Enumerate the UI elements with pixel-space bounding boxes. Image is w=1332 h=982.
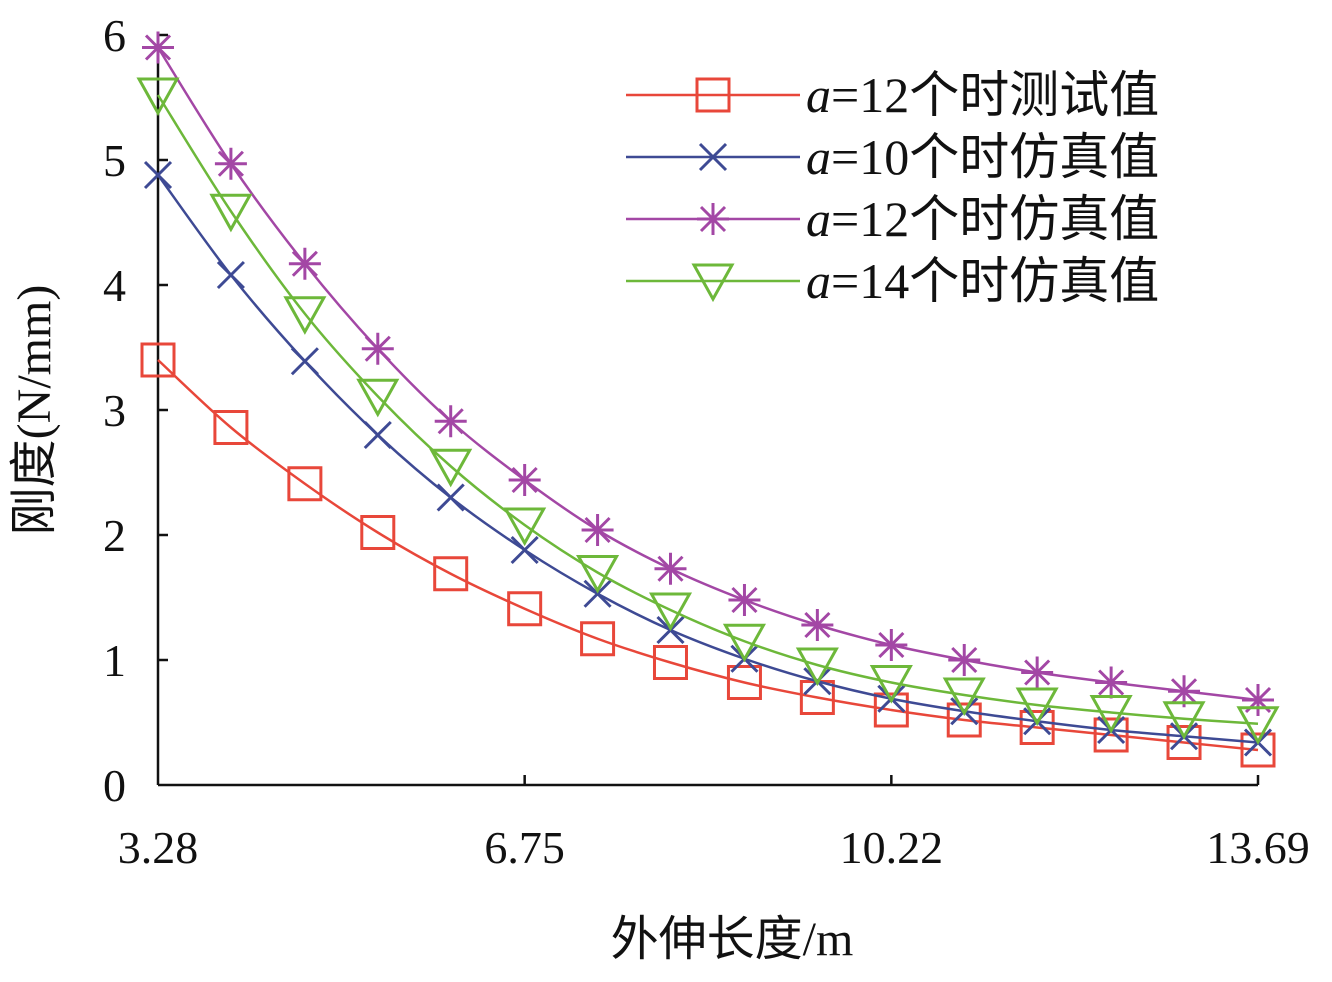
legend-variable: a	[806, 253, 831, 309]
data-point	[1015, 687, 1059, 727]
data-point	[434, 405, 467, 438]
legend-marker	[691, 263, 735, 303]
legend-entry: a=12个时测试值	[626, 67, 1159, 123]
x-tick-label: 10.22	[840, 822, 944, 873]
legend-marker	[698, 142, 728, 172]
data-point	[361, 332, 394, 365]
data-point	[576, 555, 620, 594]
y-tick-label: 4	[103, 260, 126, 311]
data-point	[1166, 725, 1202, 760]
y-axis-title: 刚度(N/mm)	[8, 285, 61, 536]
data-point	[875, 629, 908, 661]
data-point	[726, 665, 762, 700]
data-point	[360, 515, 396, 550]
data-point	[503, 507, 547, 547]
series-line	[157, 359, 1259, 752]
series-line	[156, 94, 1259, 725]
data-point	[214, 147, 247, 180]
legend-rest: =12个时测试值	[831, 67, 1159, 123]
legend-variable: a	[806, 67, 831, 123]
legend-rest: =14个时仿真值	[831, 253, 1159, 309]
data-point	[580, 621, 616, 657]
data-point	[436, 483, 465, 512]
data-point	[209, 193, 253, 233]
y-tick-label: 2	[103, 510, 126, 561]
data-point	[873, 692, 909, 728]
data-point	[583, 579, 612, 608]
data-point	[213, 410, 249, 445]
data-point	[728, 584, 761, 616]
legend-entry: a=12个时仿真值	[626, 191, 1159, 247]
legend-entry: a=14个时仿真值	[626, 253, 1159, 309]
data-point	[356, 378, 400, 418]
series-layer	[136, 31, 1280, 768]
data-point	[507, 591, 543, 627]
data-point	[429, 448, 473, 488]
y-tick-label: 1	[103, 635, 126, 686]
x-tick-label: 6.75	[484, 822, 565, 873]
series-2	[143, 160, 1273, 757]
data-point	[363, 420, 392, 450]
data-point	[290, 347, 319, 376]
data-point	[510, 535, 539, 565]
data-point	[801, 609, 834, 641]
y-tick-label: 0	[103, 760, 126, 811]
x-tick-label: 13.69	[1206, 822, 1310, 873]
legend-rest: =12个时仿真值	[831, 191, 1159, 247]
data-point	[287, 466, 323, 502]
axes: 0 1 2 3 4 5 6 3.28 6.75 10.22 13.69	[103, 10, 1310, 873]
legend-label: a=12个时测试值	[806, 67, 1159, 123]
legend-label: a=10个时仿真值	[806, 129, 1159, 185]
x-tick-label: 3.28	[118, 822, 199, 873]
data-point	[1021, 656, 1054, 689]
legend-marker	[695, 77, 731, 113]
series-4	[136, 77, 1280, 745]
data-point	[1093, 717, 1129, 753]
series-3	[142, 31, 1274, 716]
y-tick-label: 5	[103, 135, 126, 186]
legend-variable: a	[806, 129, 831, 185]
data-point	[1019, 710, 1055, 745]
legend-entry: a=10个时仿真值	[626, 129, 1159, 185]
data-point	[948, 644, 981, 676]
data-point	[722, 623, 767, 663]
series-1	[140, 342, 1276, 768]
data-point	[581, 514, 614, 546]
data-point	[795, 647, 839, 687]
data-point	[1242, 684, 1274, 716]
data-point	[648, 592, 693, 632]
data-point	[1089, 695, 1133, 734]
y-tick-label: 6	[103, 10, 126, 61]
data-point	[216, 260, 245, 290]
data-point	[1095, 666, 1128, 699]
data-point	[140, 342, 176, 378]
data-point	[654, 552, 687, 585]
data-point	[946, 702, 982, 738]
data-point	[1240, 732, 1276, 768]
data-point	[288, 247, 321, 280]
data-point	[142, 31, 174, 64]
data-point	[869, 665, 913, 704]
legend-rest: =10个时仿真值	[831, 129, 1159, 185]
data-point	[942, 677, 986, 717]
legend-label: a=14个时仿真值	[806, 253, 1159, 309]
data-point	[1236, 706, 1280, 745]
data-point	[433, 556, 469, 592]
data-point	[136, 77, 180, 117]
x-axis-title: 外伸长度/m	[611, 913, 854, 966]
legend-variable: a	[806, 191, 831, 247]
y-tick-label: 3	[103, 385, 126, 436]
data-point	[508, 464, 541, 496]
data-point	[143, 160, 173, 190]
data-point	[652, 645, 688, 680]
data-point	[1162, 701, 1206, 740]
legend-marker	[697, 203, 729, 235]
data-point	[283, 296, 327, 335]
legend-label: a=12个时仿真值	[806, 191, 1159, 247]
